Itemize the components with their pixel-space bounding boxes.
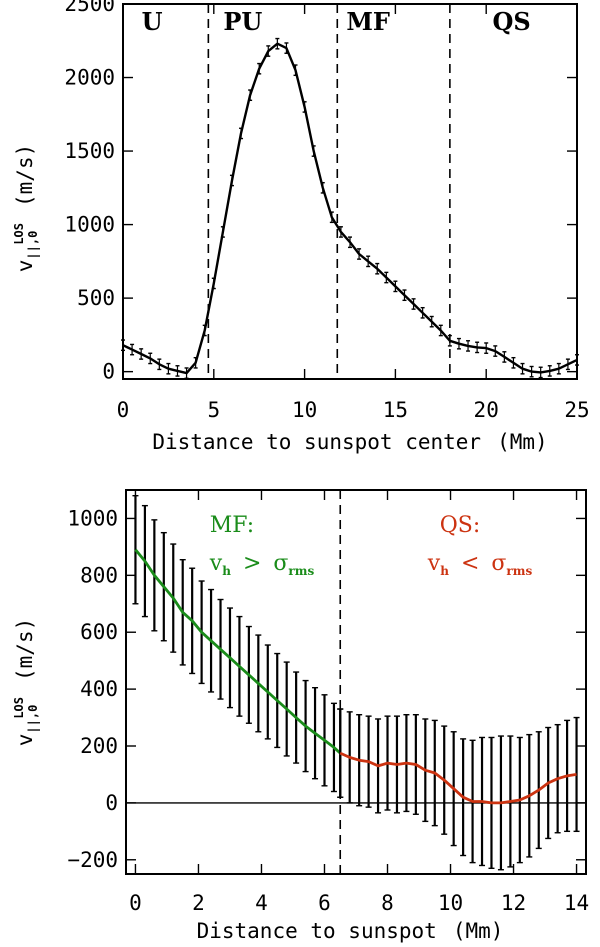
bottom-reference-lines [126,490,586,874]
x-tick-label: 12 [501,891,526,915]
series-mean [121,37,579,379]
y-tick-label: 600 [80,620,118,644]
x-tick-label: 0 [129,891,142,915]
x-tick-label: 0 [117,398,130,422]
svg-text:v||,0LOS(m/s): v||,0LOS(m/s) [12,144,40,272]
x-tick-label: 2 [192,891,205,915]
series-QS [337,708,580,871]
y-tick-label: −200 [67,848,118,872]
top-x-axis-label: Distance to sunspot center (Mm) [152,430,547,454]
top-panel: 0 5 10 15 20 25 0 500 1000 1500 2000 2500 U PU MF QS D… [12,0,590,454]
top-ticks: 0 5 10 15 20 25 0 500 1000 1500 2000 2500 [64,0,589,422]
y-tick-label: 2500 [64,0,115,16]
x-tick-label: 15 [383,398,408,422]
qs-title: QS: [440,513,481,538]
top-plot-frame [122,3,578,380]
region-label-u: U [142,7,163,36]
series-line-mean [122,42,578,375]
y-tick-label: 200 [80,734,118,758]
bottom-plot-frame [125,489,587,875]
y-tick-label: 1000 [67,506,118,530]
series-line-MF [134,548,342,755]
bottom-series [132,494,580,871]
x-tick-label: 14 [564,891,589,915]
bottom-y-axis-label: v||,0LOS(m/s) [12,618,40,746]
y-tick-label: 500 [77,286,115,310]
mf-title: MF: [210,513,254,538]
region-label-mf: MF [346,7,390,36]
x-tick-label: 6 [318,891,331,915]
x-tick-label: 4 [255,891,268,915]
x-tick-label: 20 [474,398,499,422]
region-label-qs: QS [492,7,530,36]
bottom-ticks: 0 2 4 6 8 10 12 14 −200 0 200 400 600 800 1000 [67,490,589,915]
y-tick-label: 0 [105,791,118,815]
top-series [121,37,579,379]
region-label-pu: PU [223,7,262,36]
mf-condition: vh > σrms [209,551,315,578]
y-tick-label: 1500 [64,139,115,163]
top-boundaries [207,4,451,379]
top-region-labels: U PU MF QS [142,7,531,36]
y-tick-label: 0 [102,360,115,384]
x-tick-label: 25 [564,398,589,422]
series-line-QS [339,751,577,805]
x-tick-label: 10 [438,891,463,915]
y-tick-label: 2000 [64,66,115,90]
y-tick-label: 800 [80,563,118,587]
x-tick-label: 8 [381,891,394,915]
bottom-panel: 0 2 4 6 8 10 12 14 −200 0 200 400 600 800 1000 MF: vh >… [12,489,589,943]
y-tick-label: 1000 [64,213,115,237]
top-y-axis-label: v||,0LOS(m/s) [12,144,40,272]
series-MF [132,494,344,798]
y-tick-label: 400 [80,677,118,701]
svg-text:v||,0LOS(m/s): v||,0LOS(m/s) [12,618,40,746]
x-tick-label: 10 [292,398,317,422]
x-tick-label: 5 [207,398,220,422]
qs-condition: vh < σrms [427,551,533,578]
bottom-x-axis-label: Distance to sunspot (Mm) [197,919,504,943]
